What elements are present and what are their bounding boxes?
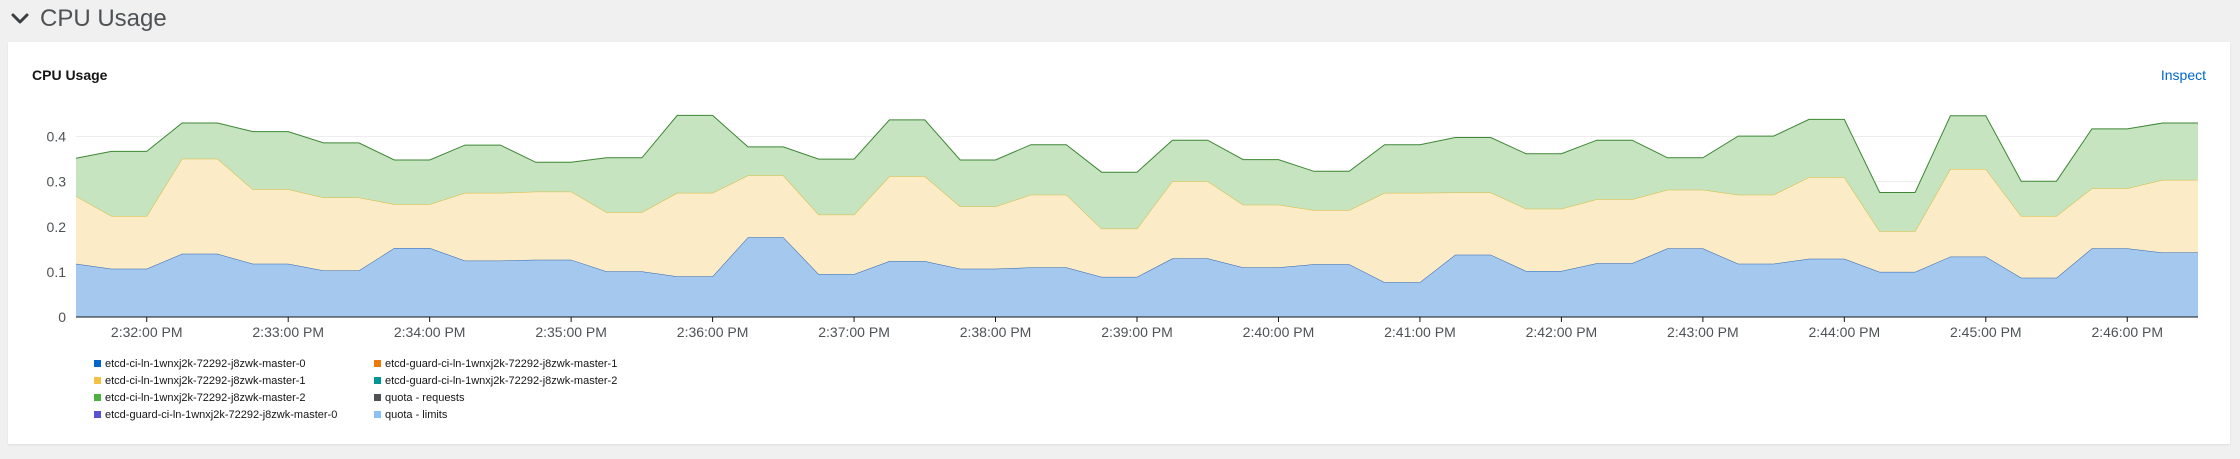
legend-item[interactable]: etcd-ci-ln-1wnxj2k-72292-j8zwk-master-2 — [94, 392, 306, 404]
legend-swatch — [374, 411, 381, 418]
section-header: CPU Usage — [0, 0, 2240, 38]
chart-card: CPU Usage Inspect 0 0.1 0.2 0.3 0.4 2:32:00 P… — [8, 42, 2230, 444]
legend-item[interactable]: etcd-guard-ci-ln-1wnxj2k-72292-j8zwk-mas… — [374, 375, 617, 387]
y-tick-label: 0 — [58, 309, 66, 325]
inspect-link[interactable]: Inspect — [2160, 67, 2206, 83]
legend-label: quota - limits — [385, 409, 448, 421]
section-toggle[interactable]: CPU Usage — [10, 5, 167, 33]
legend-label: etcd-ci-ln-1wnxj2k-72292-j8zwk-master-2 — [105, 392, 306, 404]
legend-label: quota - requests — [385, 392, 465, 404]
x-tick-label: 2:45:00 PM — [1950, 324, 2022, 340]
card-title: CPU Usage — [32, 67, 108, 83]
legend-swatch — [94, 394, 101, 401]
x-tick-label: 2:36:00 PM — [677, 324, 749, 340]
legend-item[interactable]: quota - limits — [374, 409, 448, 421]
legend-swatch — [94, 377, 101, 384]
legend-swatch — [374, 360, 381, 367]
series-area[interactable] — [76, 115, 2198, 232]
legend-item[interactable]: etcd-ci-ln-1wnxj2k-72292-j8zwk-master-1 — [94, 375, 306, 387]
x-tick-label: 2:42:00 PM — [1526, 324, 1598, 340]
x-tick-label: 2:37:00 PM — [818, 324, 890, 340]
y-tick-label: 0.3 — [47, 174, 67, 190]
x-tick-label: 2:33:00 PM — [252, 324, 324, 340]
legend-item[interactable]: etcd-ci-ln-1wnxj2k-72292-j8zwk-master-0 — [94, 358, 306, 370]
legend-swatch — [94, 411, 101, 418]
x-tick-label: 2:35:00 PM — [535, 324, 607, 340]
x-tick-label: 2:40:00 PM — [1243, 324, 1315, 340]
legend-item[interactable]: etcd-guard-ci-ln-1wnxj2k-72292-j8zwk-mas… — [374, 358, 617, 370]
cpu-usage-chart: 0 0.1 0.2 0.3 0.4 2:32:00 PM 2:33:00 PM 2:34:00… — [47, 114, 2198, 421]
x-tick-label: 2:34:00 PM — [394, 324, 466, 340]
legend-label: etcd-ci-ln-1wnxj2k-72292-j8zwk-master-0 — [105, 358, 306, 370]
legend-swatch — [94, 360, 101, 367]
y-tick-label: 0.1 — [47, 264, 67, 280]
x-tick-label: 2:39:00 PM — [1101, 324, 1173, 340]
section-title[interactable]: CPU Usage — [40, 5, 167, 32]
series-area[interactable] — [76, 158, 2198, 283]
chevron-down-icon[interactable] — [10, 9, 30, 29]
legend-label: etcd-guard-ci-ln-1wnxj2k-72292-j8zwk-mas… — [385, 375, 617, 387]
legend-label: etcd-guard-ci-ln-1wnxj2k-72292-j8zwk-mas… — [385, 358, 617, 370]
x-tick-label: 2:32:00 PM — [111, 324, 183, 340]
x-tick-label: 2:38:00 PM — [960, 324, 1032, 340]
legend-swatch — [374, 394, 381, 401]
series-line — [75, 114, 2198, 193]
x-tick-label: 2:46:00 PM — [2091, 324, 2163, 340]
x-tick-label: 2:41:00 PM — [1384, 324, 1456, 340]
y-tick-label: 0.4 — [47, 129, 67, 145]
legend-label: etcd-ci-ln-1wnxj2k-72292-j8zwk-master-1 — [105, 375, 306, 387]
x-tick-label: 2:44:00 PM — [1809, 324, 1881, 340]
legend-item[interactable]: etcd-guard-ci-ln-1wnxj2k-72292-j8zwk-mas… — [94, 409, 337, 421]
legend-swatch — [374, 377, 381, 384]
legend-item[interactable]: quota - requests — [374, 392, 465, 404]
legend-label: etcd-guard-ci-ln-1wnxj2k-72292-j8zwk-mas… — [105, 409, 337, 421]
x-tick-label: 2:43:00 PM — [1667, 324, 1739, 340]
y-tick-label: 0.2 — [47, 219, 67, 235]
